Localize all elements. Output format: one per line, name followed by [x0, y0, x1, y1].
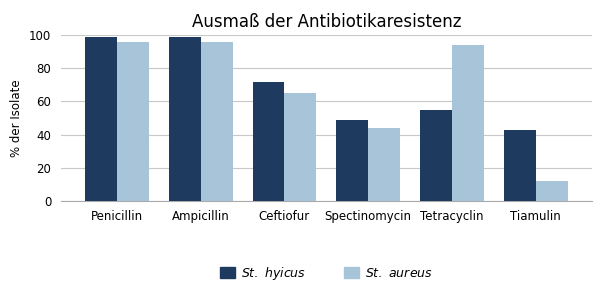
- Bar: [368, 128, 400, 201]
- Bar: [336, 120, 368, 201]
- Bar: [117, 42, 149, 201]
- Bar: [169, 37, 201, 201]
- Title: Ausmaß der Antibiotikaresistenz: Ausmaß der Antibiotikaresistenz: [192, 13, 461, 31]
- Bar: [284, 93, 317, 201]
- Y-axis label: % der Isolate: % der Isolate: [10, 79, 23, 157]
- Bar: [536, 181, 567, 201]
- Bar: [504, 130, 536, 201]
- Bar: [253, 82, 284, 201]
- Bar: [452, 45, 484, 201]
- Legend: $\it{St.\ hyicus}$, $\it{St.\ aureus}$: $\it{St.\ hyicus}$, $\it{St.\ aureus}$: [215, 260, 438, 287]
- Bar: [85, 37, 117, 201]
- Bar: [201, 42, 232, 201]
- Bar: [420, 110, 452, 201]
